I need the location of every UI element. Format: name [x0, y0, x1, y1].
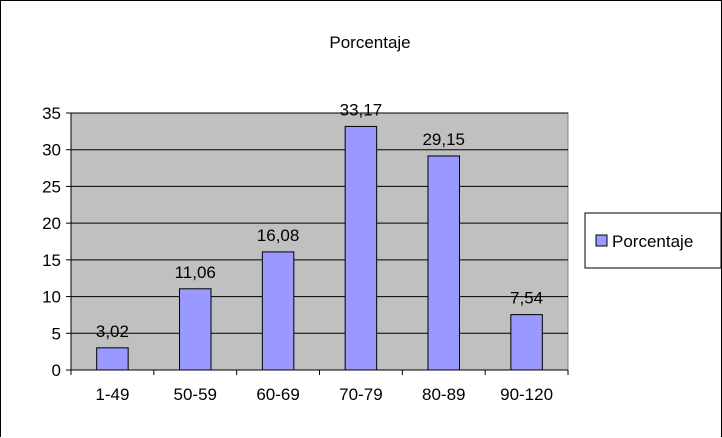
x-tick-label: 90-120 — [500, 385, 553, 404]
bar-70-79 — [344, 125, 378, 371]
y-axis: 0 5 10 15 20 25 30 35 — [42, 104, 72, 380]
plot-area — [70, 112, 569, 371]
x-tick-label: 1-49 — [95, 385, 129, 404]
x-tick-label: 60-69 — [256, 385, 299, 404]
legend-swatch — [595, 234, 608, 247]
data-label: 29,15 — [422, 130, 465, 149]
y-tick-label: 0 — [52, 361, 61, 380]
bar-90-120 — [510, 314, 543, 371]
data-label: 7,54 — [510, 289, 543, 308]
legend: Porcentaje — [584, 212, 722, 269]
y-tick-label: 25 — [42, 177, 61, 196]
x-tick-label: 50-59 — [174, 385, 217, 404]
y-tick-label: 30 — [42, 141, 61, 160]
data-labels: 3,02 11,06 16,08 33,17 29,15 7,54 — [96, 100, 543, 340]
gridlines — [71, 112, 568, 334]
data-label: 3,02 — [96, 322, 129, 341]
x-tick-label: 80-89 — [422, 385, 465, 404]
data-label: 33,17 — [340, 100, 383, 119]
bar-50-59 — [179, 288, 212, 371]
y-tick-label: 15 — [42, 251, 61, 270]
bar-60-69 — [261, 251, 295, 371]
y-tick-label: 5 — [52, 324, 61, 343]
y-tick-label: 10 — [42, 288, 61, 307]
bar-80-89 — [427, 155, 460, 371]
data-label: 11,06 — [175, 263, 216, 282]
data-label: 16,08 — [257, 226, 300, 245]
x-tick-label: 70-79 — [339, 385, 382, 404]
y-tick-label: 35 — [42, 104, 61, 123]
y-tick-label: 20 — [42, 214, 61, 233]
x-axis: 1-49 50-59 60-69 70-79 80-89 90-120 — [70, 369, 569, 404]
legend-box — [584, 212, 722, 269]
legend-label: Porcentaje — [612, 232, 693, 251]
chart-title: Porcentaje — [329, 33, 410, 52]
bar-1-49 — [96, 347, 129, 371]
